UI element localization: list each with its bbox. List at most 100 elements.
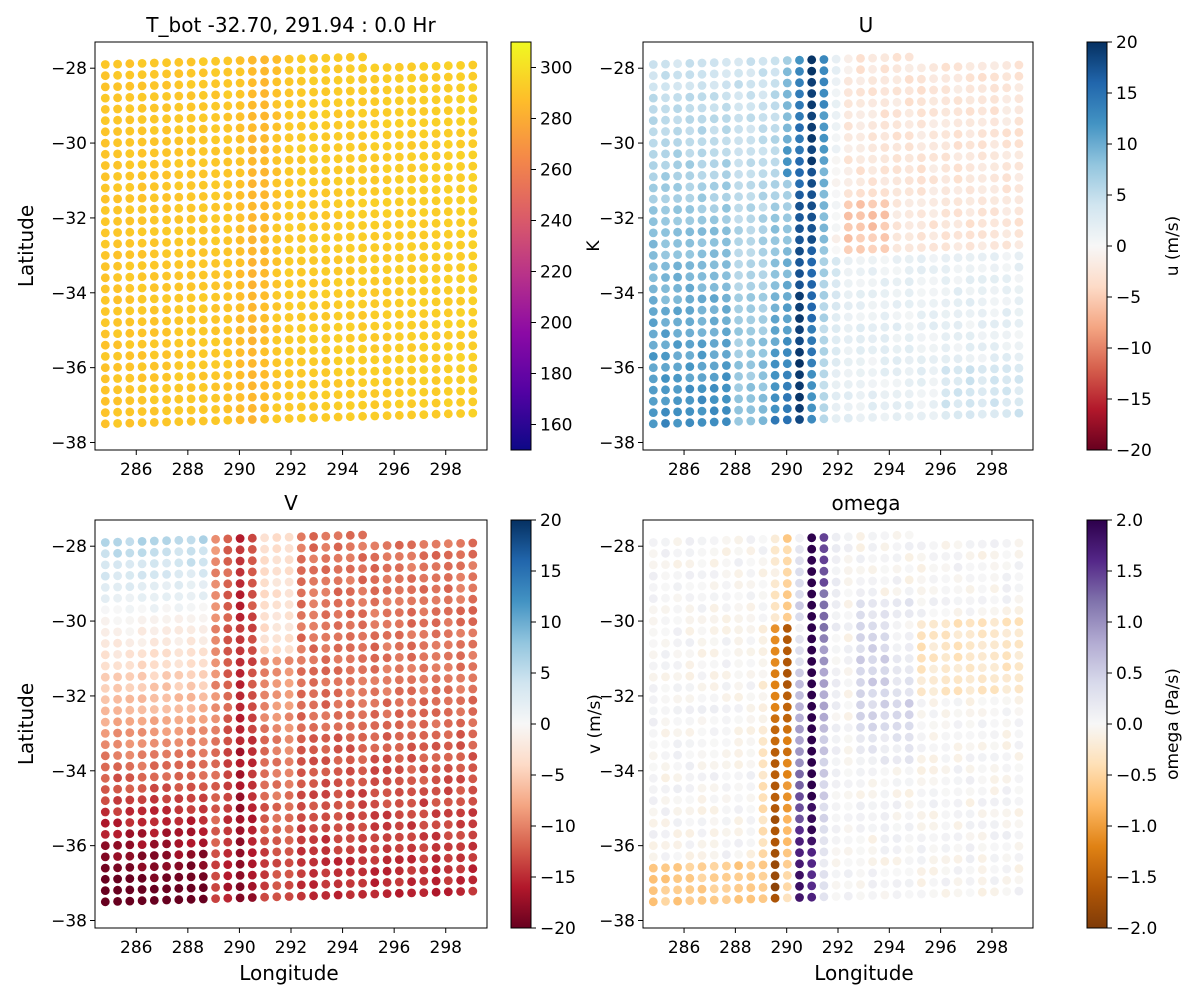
data-point [456, 539, 465, 548]
data-point [407, 230, 416, 240]
data-point [284, 633, 294, 643]
data-point [407, 410, 416, 420]
data-point [345, 142, 355, 152]
data-point [456, 352, 465, 362]
data-point [443, 842, 453, 852]
data-point [235, 348, 245, 357]
data-point [186, 535, 196, 545]
data-point [113, 728, 122, 738]
data-point [162, 648, 172, 658]
data-point [648, 661, 658, 671]
data-point [345, 721, 355, 731]
data-point [272, 589, 282, 598]
data-point [125, 885, 135, 895]
data-point [394, 354, 404, 364]
data-point [260, 555, 269, 565]
data-point [819, 403, 829, 412]
data-point [880, 165, 890, 175]
data-point [247, 201, 257, 211]
data-point [100, 897, 110, 907]
data-point [758, 770, 768, 780]
data-point [431, 331, 441, 340]
data-point [856, 244, 865, 254]
data-point [795, 190, 804, 200]
data-point [407, 331, 416, 341]
data-point [953, 365, 963, 375]
data-point [382, 355, 392, 364]
data-point [125, 328, 135, 338]
data-point [223, 67, 233, 77]
data-point [345, 266, 355, 276]
data-point [284, 110, 294, 120]
data-point [819, 369, 829, 379]
data-point [149, 716, 159, 726]
data-point [100, 650, 110, 660]
scatter-points [100, 530, 478, 907]
data-point [345, 176, 355, 186]
data-point [709, 282, 719, 292]
data-point [223, 415, 233, 425]
data-point [456, 651, 465, 661]
data-point [223, 112, 233, 122]
data-point [137, 806, 147, 816]
data-point [990, 364, 999, 374]
data-point [358, 198, 367, 208]
data-point [746, 259, 756, 269]
data-point [941, 574, 951, 584]
data-point [904, 322, 914, 331]
data-point [990, 741, 999, 751]
data-point [953, 720, 963, 729]
data-point [709, 648, 719, 658]
data-point [382, 664, 392, 674]
data-point [137, 395, 147, 405]
data-point [211, 124, 221, 133]
data-point [468, 707, 478, 716]
data-point [880, 632, 890, 642]
data-point [990, 640, 999, 650]
data-point [113, 419, 122, 428]
data-point [309, 121, 318, 131]
data-point [977, 618, 987, 628]
data-point [1002, 786, 1012, 795]
data-point [284, 847, 294, 856]
data-point [407, 787, 416, 797]
data-point [831, 791, 841, 800]
data-point [941, 832, 951, 842]
data-point [309, 801, 318, 811]
data-point [211, 781, 221, 791]
data-point [186, 850, 196, 859]
data-point [370, 119, 380, 129]
data-point [795, 634, 804, 644]
data-point [198, 613, 208, 623]
data-point [722, 394, 731, 404]
data-point [868, 255, 877, 265]
panel-v-wind: V Latitude Longitude v (m/s) −28−30−32−3… [14, 491, 605, 985]
data-point [1002, 696, 1012, 705]
data-point [819, 757, 829, 767]
data-point [746, 79, 756, 89]
data-point [296, 279, 306, 288]
data-point [113, 385, 122, 395]
data-point [746, 405, 756, 415]
data-point [247, 415, 257, 424]
data-point [100, 762, 110, 772]
data-point [174, 547, 184, 556]
data-point [819, 178, 829, 188]
data-point [162, 693, 172, 703]
data-point [456, 128, 465, 138]
data-point [977, 786, 987, 796]
data-point [1014, 718, 1024, 728]
data-point [990, 550, 999, 560]
data-point [782, 89, 792, 99]
data-point [1014, 229, 1024, 238]
data-point [977, 629, 987, 639]
data-point [198, 214, 208, 224]
data-point [856, 745, 865, 755]
data-point [358, 564, 367, 574]
data-point [770, 792, 780, 802]
data-point [333, 120, 343, 130]
data-point [247, 100, 257, 110]
data-point [358, 254, 367, 264]
data-point [648, 583, 658, 592]
data-point [856, 543, 865, 552]
